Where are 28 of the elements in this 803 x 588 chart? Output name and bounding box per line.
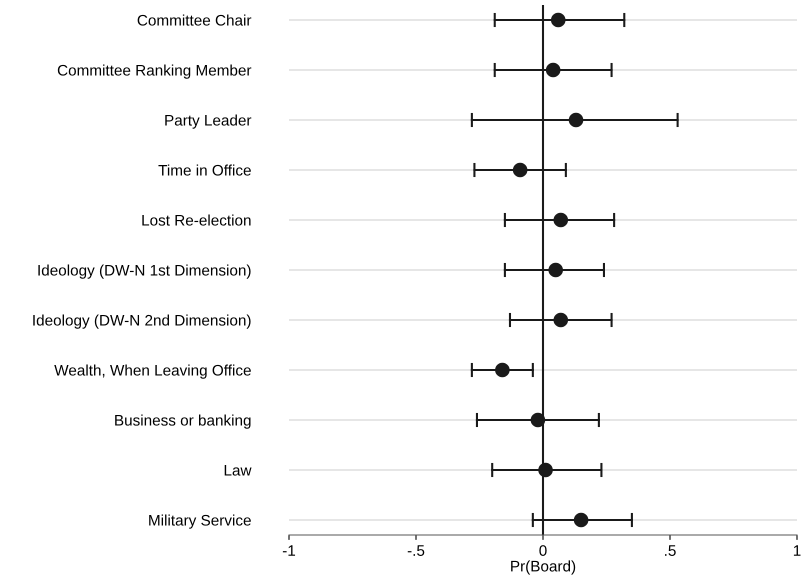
point: [574, 512, 588, 528]
point: [568, 112, 584, 128]
point: [553, 212, 568, 228]
point: [512, 162, 528, 178]
y-tick-label: Lost Re-election: [142, 214, 251, 226]
point: [553, 312, 568, 328]
x-tick-label: -1: [282, 545, 296, 556]
x-tick-label: -.5: [408, 545, 424, 556]
y-tick-label: Law: [224, 465, 252, 476]
point: [495, 362, 510, 378]
y-tick-label: Party Leader: [165, 114, 252, 129]
y-tick-label: Ideology (DW-N 1st Dimension): [38, 264, 251, 279]
point: [530, 412, 546, 428]
y-tick-label: Wealth, When Leaving Office: [54, 364, 251, 379]
x-tick-label: 0: [539, 545, 547, 556]
y-tick-label: Time in Office: [158, 164, 251, 176]
point: [546, 62, 560, 78]
point: [550, 12, 566, 28]
y-tick-label: Ideology (DW-N 2nd Dimension): [33, 314, 251, 329]
x-tick-label: .5: [665, 545, 676, 556]
point: [538, 462, 553, 478]
point: [548, 262, 563, 278]
y-tick-label: Military Service: [149, 514, 251, 529]
y-tick-label: Business or banking: [115, 414, 251, 429]
y-tick-label: Committee Chair: [138, 14, 252, 26]
x-axis-title: Pr(Board): [511, 560, 576, 575]
x-tick-label: 1: [794, 545, 801, 556]
y-tick-label: Committee Ranking Member: [58, 64, 252, 79]
